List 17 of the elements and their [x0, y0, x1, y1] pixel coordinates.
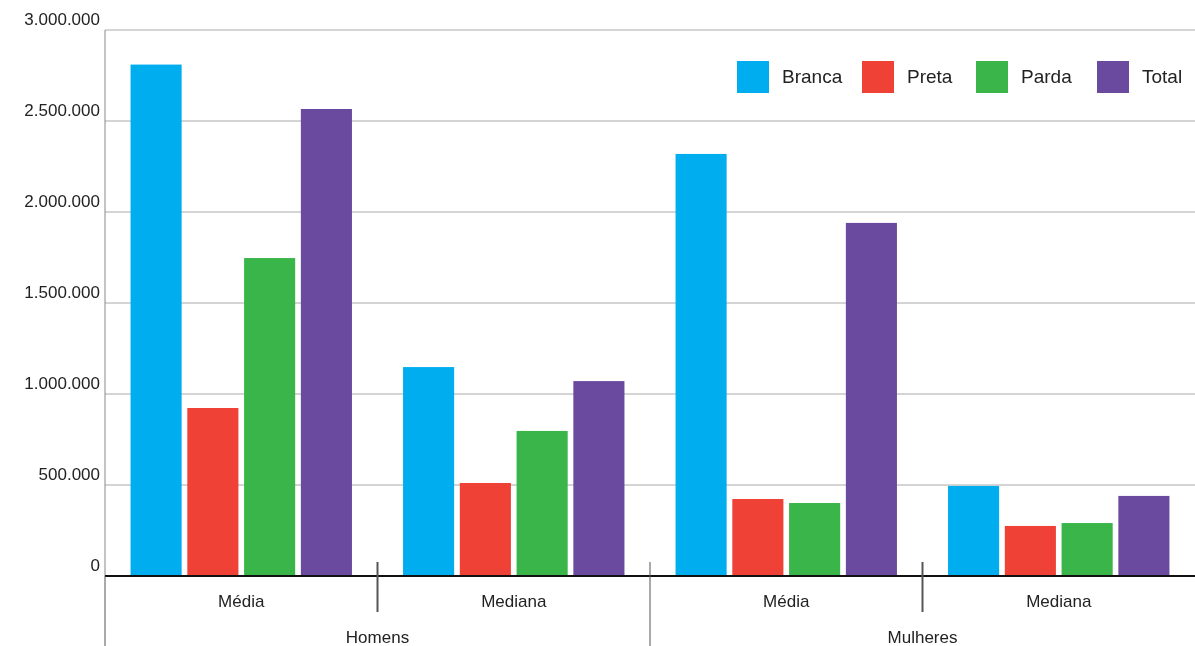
text: Homens	[345, 628, 410, 646]
y-tick-label: 1.500.000	[24, 283, 100, 302]
legend-label: Total	[1142, 66, 1183, 87]
legend-label: Branca	[782, 66, 843, 87]
x-tick-label: Média	[218, 592, 265, 611]
y-tick-label: 1.000.000	[24, 374, 100, 393]
y-tick-label: 500.000	[38, 465, 100, 484]
y-tick-label: 2.000.000	[24, 192, 100, 211]
x-tick-label: Mediana	[481, 592, 547, 611]
y-tick-label: 3.000.000	[24, 10, 100, 29]
x-tick-label: Mediana	[1026, 592, 1092, 611]
y-tick-label: 2.500.000	[24, 101, 100, 120]
legend-label: Parda	[1021, 66, 1073, 87]
text: Mulheres	[887, 628, 958, 646]
y-tick-label: 0	[90, 556, 100, 575]
x-tick-label: Média	[763, 592, 810, 611]
legend-label: Preta	[907, 66, 953, 87]
